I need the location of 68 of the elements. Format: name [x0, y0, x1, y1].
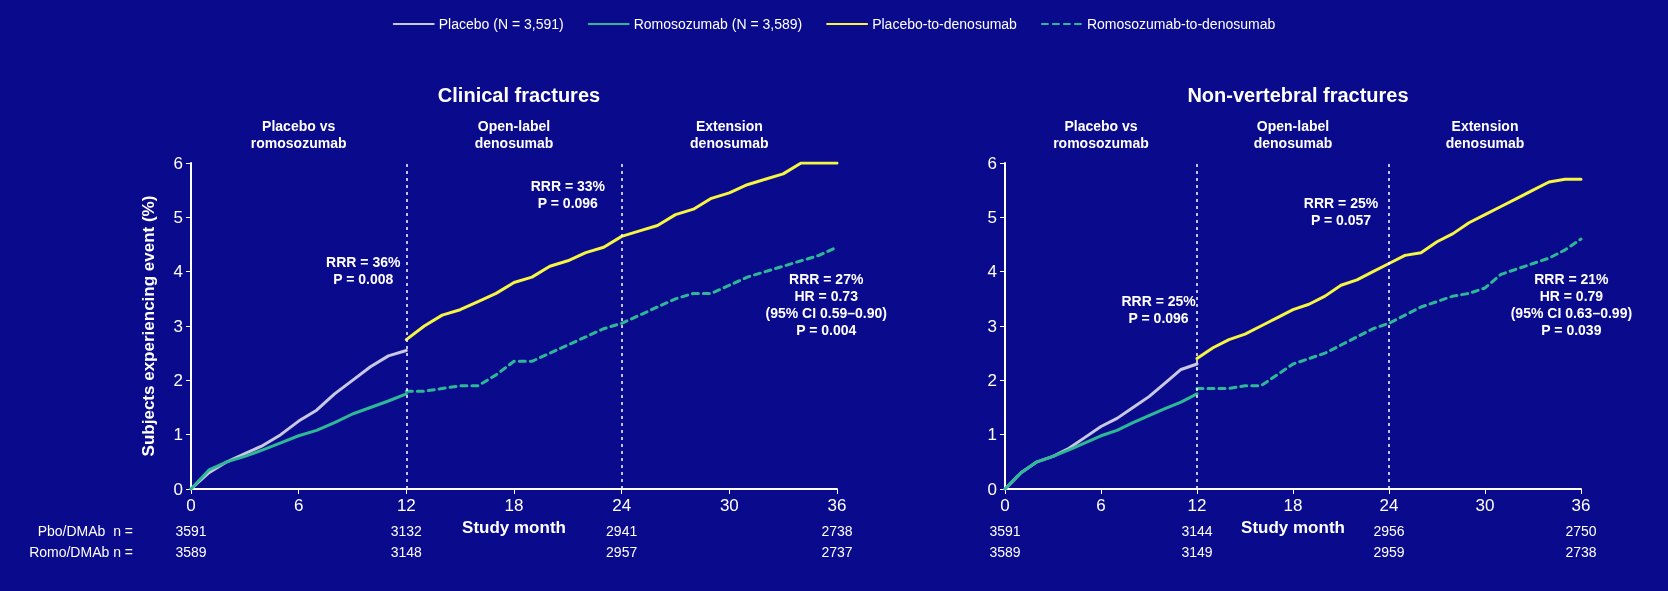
text: 3144	[1181, 523, 1213, 539]
text: 2956	[1373, 523, 1405, 539]
y-tick-label: 1	[173, 425, 183, 445]
y-tick-label: 0	[173, 479, 183, 499]
y-tick-label: 6	[987, 153, 997, 173]
text: 2737	[821, 544, 853, 560]
x-tick-label: 36	[827, 496, 847, 515]
y-tick-label: 2	[173, 370, 183, 390]
annotation: RRR = 36% P = 0.008	[326, 254, 401, 288]
legend-label: Placebo-to-denosumab	[872, 16, 1018, 32]
legend-label: Romosozumab (N = 3,589)	[633, 16, 803, 32]
text: Open-label denosumab	[1253, 117, 1333, 151]
text: Pbo/DMAb n =	[37, 523, 133, 539]
x-tick-label: 18	[504, 496, 524, 515]
y-tick-label: 2	[987, 370, 997, 390]
legend-label: Romosozumab-to-denosumab	[1086, 16, 1276, 32]
text: 2959	[1373, 544, 1405, 560]
text: 3591	[175, 523, 207, 539]
y-tick-label: 5	[173, 207, 183, 227]
text: Placebo vs romosozumab	[250, 117, 347, 151]
annotation: RRR = 33% P = 0.096	[530, 178, 606, 212]
y-tick-label: 0	[987, 479, 997, 499]
chart-title: Non-vertebral fractures	[1187, 84, 1409, 106]
x-tick-label: 6	[1096, 496, 1106, 515]
x-tick-label: 0	[186, 496, 196, 515]
line-series	[1003, 392, 1199, 491]
y-tick-label: 3	[173, 316, 183, 336]
x-tick-label: 30	[719, 496, 739, 515]
text: 2738	[1565, 544, 1597, 560]
annotation: RRR = 21% HR = 0.79 (95% CI 0.63–0.99) P = 0.039	[1510, 271, 1633, 339]
text: Open-label denosumab	[474, 117, 554, 151]
text: 3149	[1181, 544, 1213, 560]
text: Extension denosumab	[1445, 117, 1525, 151]
y-tick-label: 6	[173, 153, 183, 173]
text: 3132	[390, 523, 423, 539]
x-tick-label: 12	[396, 496, 416, 515]
text: 3589	[175, 544, 207, 560]
legend-label: Placebo (N = 3,591)	[438, 16, 564, 32]
x-tick-label: 24	[1379, 496, 1399, 515]
annotation: RRR = 27% HR = 0.73 (95% CI 0.59–0.90) P = 0.004	[765, 271, 887, 339]
x-tick-label: 0	[1000, 496, 1010, 515]
x-tick-label: 6	[293, 496, 304, 515]
x-tick-label: 12	[1187, 496, 1207, 515]
x-tick-label: 18	[1283, 496, 1303, 515]
y-tick-label: 5	[987, 207, 997, 227]
text: 3148	[390, 544, 423, 560]
y-axis-title: Subjects experiencing event (%)	[139, 195, 158, 457]
x-tick-label: 24	[612, 496, 632, 515]
y-tick-label: 1	[987, 425, 997, 445]
text: 2738	[821, 523, 853, 539]
text: 3589	[989, 544, 1021, 560]
x-tick-label: 36	[1571, 496, 1591, 515]
text: Romo/DMAb n =	[29, 544, 133, 560]
y-tick-label: 4	[987, 262, 997, 282]
x-tick-label: 30	[1475, 496, 1495, 515]
text: Extension denosumab	[690, 117, 769, 151]
text: 2750	[1565, 523, 1597, 539]
y-tick-label: 4	[173, 262, 183, 282]
annotation: RRR = 25% P = 0.096	[1121, 292, 1197, 326]
x-axis-title: Study month	[462, 518, 566, 537]
text: Placebo vs romosozumab	[1053, 117, 1149, 151]
text: 2941	[606, 523, 638, 539]
y-tick-label: 3	[987, 316, 997, 336]
text: 3591	[989, 523, 1021, 539]
text: 2957	[606, 544, 638, 560]
chart-title: Clinical fractures	[437, 84, 601, 106]
x-axis-title: Study month	[1241, 518, 1345, 537]
annotation: RRR = 25% P = 0.057	[1303, 194, 1379, 228]
